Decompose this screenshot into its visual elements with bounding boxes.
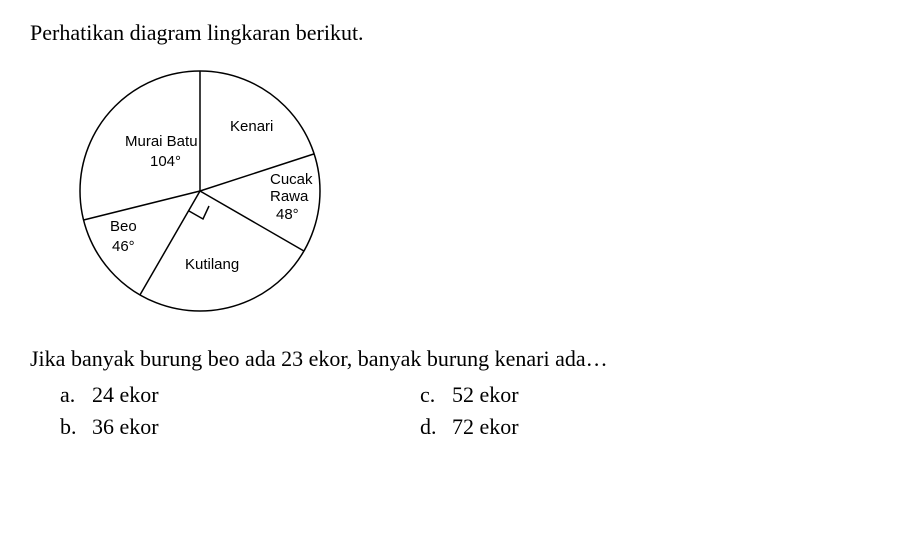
slice-label-cucak: Cucak xyxy=(270,171,313,188)
slice-label-beo: Beo xyxy=(110,218,137,235)
question-text: Jika banyak burung beo ada 23 ekor, bany… xyxy=(30,346,885,372)
option-text: 52 ekor xyxy=(452,382,519,408)
slice-label-rawa: Rawa xyxy=(270,188,309,205)
slice-value-murai-batu: 104° xyxy=(150,153,181,170)
page-title: Perhatikan diagram lingkaran berikut. xyxy=(30,20,885,46)
slice-value-beo: 46° xyxy=(112,238,135,255)
option-text: 24 ekor xyxy=(92,382,159,408)
slice-label-kenari: Kenari xyxy=(230,118,273,135)
option-a[interactable]: a. 24 ekor xyxy=(60,382,420,408)
option-letter: a. xyxy=(60,382,82,408)
option-text: 36 ekor xyxy=(92,414,159,440)
slice-value-cucak-rawa: 48° xyxy=(276,206,299,223)
pie-chart: Murai Batu 104° Kenari Cucak Rawa 48° Ku… xyxy=(70,61,350,321)
option-text: 72 ekor xyxy=(452,414,519,440)
pie-chart-container: Murai Batu 104° Kenari Cucak Rawa 48° Ku… xyxy=(70,61,885,321)
option-letter: d. xyxy=(420,414,442,440)
slice-label-murai-batu: Murai Batu xyxy=(125,133,198,150)
option-letter: b. xyxy=(60,414,82,440)
option-letter: c. xyxy=(420,382,442,408)
option-d[interactable]: d. 72 ekor xyxy=(420,414,780,440)
option-b[interactable]: b. 36 ekor xyxy=(60,414,420,440)
slice-label-kutilang: Kutilang xyxy=(185,256,239,273)
options-grid: a. 24 ekor c. 52 ekor b. 36 ekor d. 72 e… xyxy=(60,382,885,440)
option-c[interactable]: c. 52 ekor xyxy=(420,382,780,408)
